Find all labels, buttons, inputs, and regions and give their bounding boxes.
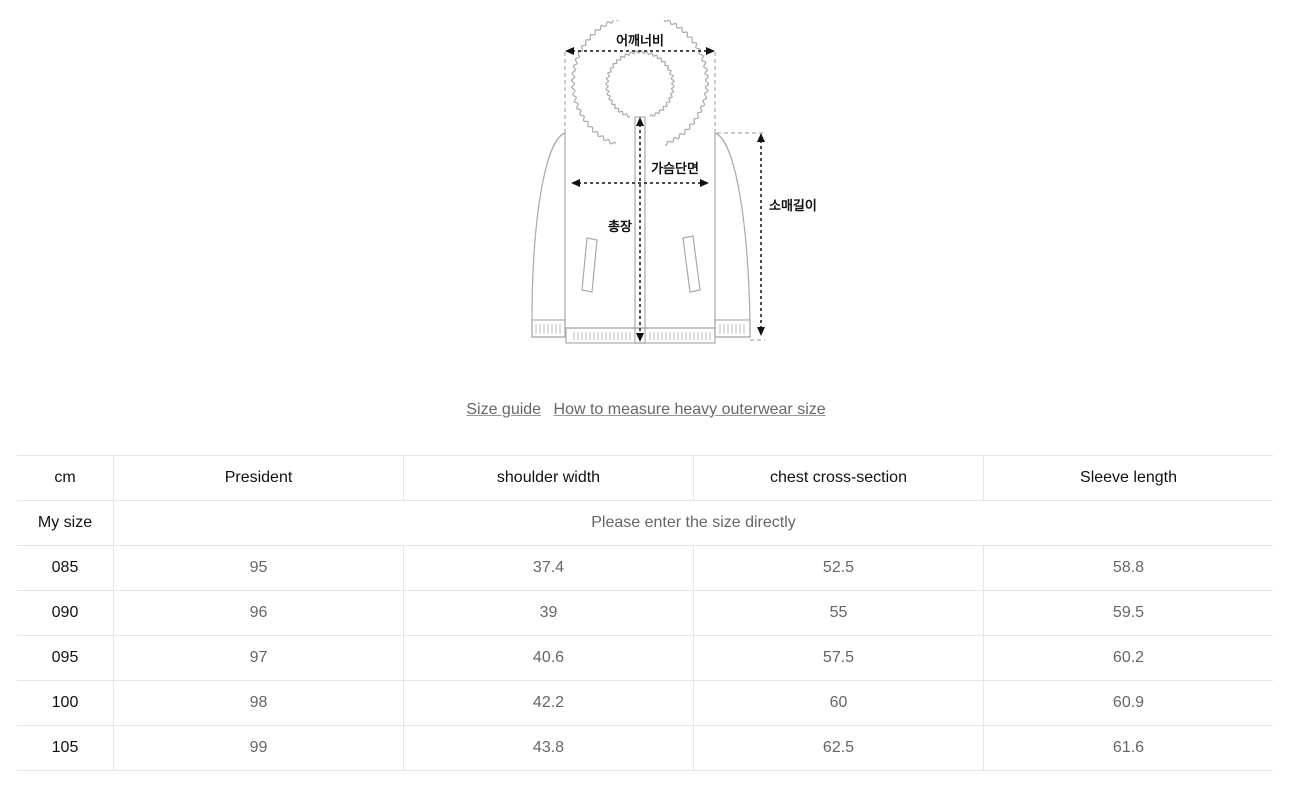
table-cell: 52.5: [693, 545, 984, 591]
size-label: 085: [17, 545, 114, 591]
how-to-measure-link[interactable]: How to measure heavy outerwear size: [553, 401, 826, 418]
table-cell: 96: [113, 590, 404, 636]
table-row: 105 99 43.8 62.5 61.6: [17, 725, 1273, 771]
size-label: 100: [17, 680, 114, 726]
table-cell: 39: [403, 590, 694, 636]
size-label: 095: [17, 635, 114, 681]
table-cell: 43.8: [403, 725, 694, 771]
right-pocket: [682, 235, 701, 293]
my-size-label: My size: [17, 500, 114, 546]
table-header-row: cm President shoulder width chest cross-…: [17, 455, 1273, 501]
size-label: 090: [17, 590, 114, 636]
size-table: cm President shoulder width chest cross-…: [17, 455, 1273, 771]
left-sleeve: [531, 132, 566, 338]
table-cell: 57.5: [693, 635, 984, 681]
table-row: 090 96 39 55 59.5: [17, 590, 1273, 636]
table-cell: 60.9: [983, 680, 1273, 726]
table-cell: 60.2: [983, 635, 1273, 681]
hood-inner: [605, 50, 675, 118]
table-cell: 58.8: [983, 545, 1273, 591]
table-cell: 40.6: [403, 635, 694, 681]
size-guide-link[interactable]: Size guide: [466, 401, 542, 418]
hood-outer: [570, 20, 710, 146]
table-cell: 60: [693, 680, 984, 726]
shoulder-label: 어깨너비: [616, 33, 664, 49]
table-row: 095 97 40.6 57.5 60.2: [17, 635, 1273, 681]
right-sleeve: [714, 132, 751, 338]
header-cell: President: [113, 455, 404, 501]
table-cell: 99: [113, 725, 404, 771]
header-cell: chest cross-section: [693, 455, 984, 501]
table-cell: 59.5: [983, 590, 1273, 636]
length-label: 총장: [608, 219, 632, 235]
table-row: 085 95 37.4 52.5 58.8: [17, 545, 1273, 591]
sleeve-label: 소매길이: [769, 198, 817, 214]
header-cell: Sleeve length: [983, 455, 1273, 501]
size-label: 105: [17, 725, 114, 771]
header-cell: shoulder width: [403, 455, 694, 501]
left-pocket: [581, 237, 598, 293]
table-cell: 95: [113, 545, 404, 591]
table-cell: 37.4: [403, 545, 694, 591]
size-links: Size guide How to measure heavy outerwea…: [0, 401, 1292, 419]
my-size-input[interactable]: Please enter the size directly: [113, 500, 1273, 546]
table-cell: 97: [113, 635, 404, 681]
jacket-measurement-diagram: 어깨너비 가슴단면 총장 소매길이: [531, 20, 817, 344]
table-cell: 98: [113, 680, 404, 726]
table-cell: 55: [693, 590, 984, 636]
table-cell: 42.2: [403, 680, 694, 726]
table-row: 100 98 42.2 60 60.9: [17, 680, 1273, 726]
table-cell: 61.6: [983, 725, 1273, 771]
my-size-row: My size Please enter the size directly: [17, 500, 1273, 546]
table-cell: 62.5: [693, 725, 984, 771]
header-cell: cm: [17, 455, 114, 501]
chest-label: 가슴단면: [651, 161, 699, 177]
